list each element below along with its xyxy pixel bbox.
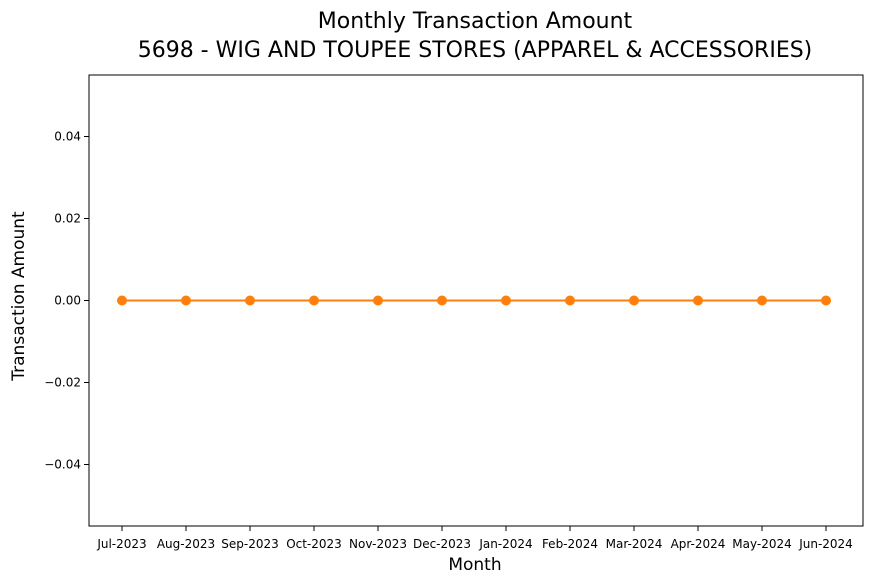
data-point (565, 295, 575, 306)
data-point (757, 295, 767, 306)
x-tick-label: Dec-2023 (413, 537, 471, 551)
x-tick-label: Feb-2024 (542, 537, 598, 551)
data-point (117, 295, 127, 306)
x-tick-label: May-2024 (732, 537, 791, 551)
x-tick-label: Nov-2023 (349, 537, 407, 551)
data-point (309, 295, 319, 306)
data-point (693, 295, 703, 306)
x-axis: Jul-2023 Aug-2023 Sep-2023 Oct-2023 Nov-2023… (96, 526, 853, 551)
data-point (437, 295, 447, 306)
x-tick-label: Oct-2023 (286, 537, 342, 551)
data-point (181, 295, 191, 306)
y-tick-label: 0.02 (54, 212, 81, 226)
data-point (245, 295, 255, 306)
x-tick-label: Jun-2024 (798, 537, 853, 551)
data-point (821, 295, 831, 306)
x-tick-label: Apr-2024 (671, 537, 726, 551)
chart-title: Monthly Transaction Amount (318, 9, 633, 34)
y-tick-label: −0.02 (44, 376, 81, 390)
y-tick-label: 0.04 (54, 130, 81, 144)
data-point (373, 295, 383, 306)
x-tick-label: Aug-2023 (157, 537, 215, 551)
chart-subtitle: 5698 - WIG AND TOUPEE STORES (APPAREL & … (138, 38, 813, 63)
y-tick-label: 0.00 (54, 294, 81, 308)
y-tick-label: −0.04 (44, 458, 81, 472)
x-tick-label: Jul-2023 (96, 537, 146, 551)
data-point (501, 295, 511, 306)
x-axis-label: Month (448, 555, 501, 575)
y-axis: 0.04 0.02 0.00 −0.02 −0.04 (44, 130, 89, 472)
series-layer (117, 295, 831, 306)
x-tick-label: Sep-2023 (221, 537, 279, 551)
y-axis-label: Transaction Amount (9, 211, 29, 382)
x-tick-label: Jan-2024 (478, 537, 532, 551)
x-tick-label: Mar-2024 (606, 537, 663, 551)
data-point (629, 295, 639, 306)
